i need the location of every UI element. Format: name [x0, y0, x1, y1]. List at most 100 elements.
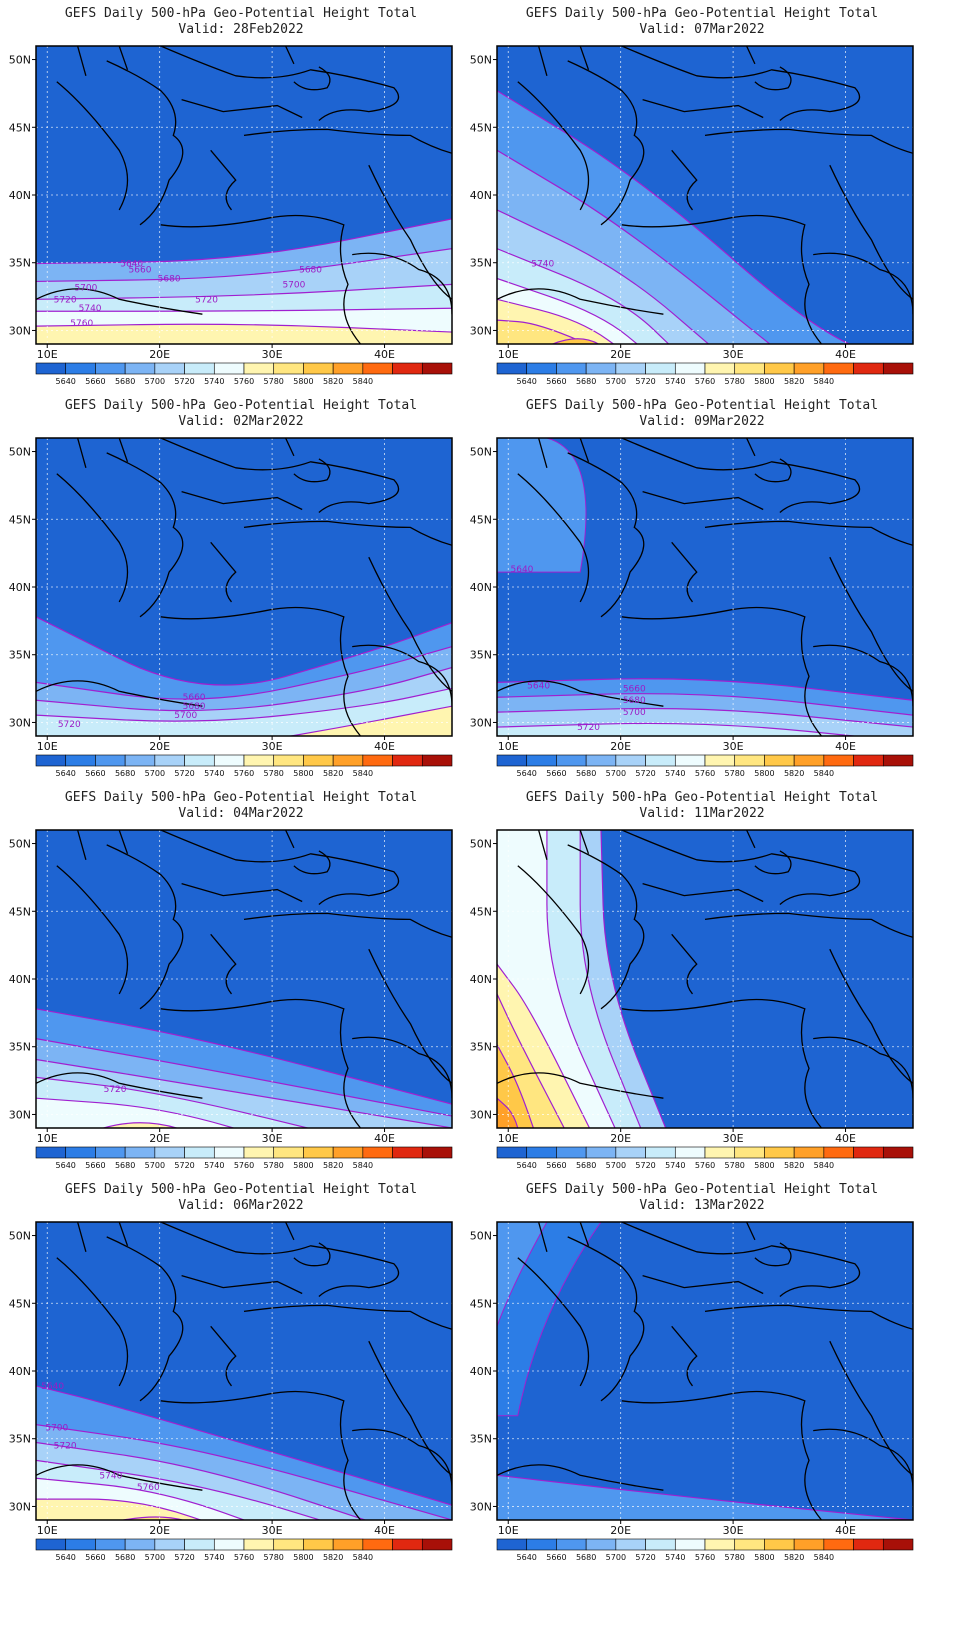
- colorbar-swatch: [154, 1538, 185, 1551]
- colorbar: 5640 5660 5680 5700 5720 5740 5760 5780 5800 5820…: [496, 362, 914, 386]
- colorbar-swatch: [496, 1538, 528, 1551]
- panel-valid-date: Valid: 11Mar2022: [639, 806, 765, 821]
- colorbar-label: 5840: [353, 1161, 373, 1170]
- coastline: [621, 1222, 861, 1297]
- panel-title: GEFS Daily 500-hPa Geo-Potential Height …: [64, 398, 418, 413]
- lon-tick-label: 10E: [498, 348, 519, 361]
- height-band: [497, 722, 860, 736]
- coastline: [621, 998, 822, 1128]
- colorbar-label: 5640: [517, 1553, 537, 1562]
- colorbar-label: 5680: [115, 769, 135, 778]
- lat-tick-label: 35N: [9, 257, 31, 270]
- lon-tick-label: 10E: [37, 1524, 58, 1537]
- colorbar-swatch: [184, 754, 215, 767]
- coastline: [160, 998, 361, 1128]
- lon-tick-label: 40E: [374, 1524, 395, 1537]
- colorbar-swatch: [674, 1146, 706, 1159]
- coastline: [642, 98, 764, 119]
- colorbar-label: 5640: [517, 769, 537, 778]
- coastline: [293, 66, 331, 91]
- colorbar-swatch: [556, 1538, 587, 1551]
- colorbar-swatch: [556, 754, 587, 767]
- lat-tick-label: 30N: [9, 716, 31, 729]
- colorbar-swatch: [645, 362, 676, 375]
- colorbar-label: 5700: [606, 1161, 626, 1170]
- contour-label: 5680: [623, 696, 646, 706]
- colorbar-swatch: [526, 754, 557, 767]
- colorbar-label: 5820: [323, 1553, 343, 1562]
- colorbar: 5640 5660 5680 5700 5720 5740 5760 5780 5800 5820…: [496, 1538, 914, 1562]
- colorbar-swatch: [95, 1146, 126, 1159]
- panel-valid-date: Valid: 02Mar2022: [178, 414, 304, 429]
- coastline: [497, 680, 664, 707]
- colorbar-label: 5780: [264, 1161, 284, 1170]
- lat-tick-label: 50N: [470, 54, 492, 67]
- colorbar-swatch: [154, 754, 185, 767]
- lat-tick-label: 35N: [9, 1433, 31, 1446]
- coastline: [181, 98, 303, 119]
- colorbar-label: 5820: [784, 769, 804, 778]
- lat-tick-label: 50N: [9, 1230, 31, 1243]
- colorbar-swatch: [243, 754, 275, 767]
- coastline: [210, 541, 237, 603]
- coastline: [181, 490, 303, 511]
- contour-label: 5680: [183, 702, 206, 712]
- lat-tick-label: 45N: [470, 121, 492, 134]
- coastline: [106, 60, 184, 226]
- colorbar-swatch: [823, 1146, 854, 1159]
- lon-tick-label: 20E: [149, 1524, 170, 1537]
- colorbar-label: 5800: [754, 1161, 774, 1170]
- colorbar-swatch: [95, 1538, 126, 1551]
- colorbar-swatch: [362, 1146, 393, 1159]
- coastline: [293, 1242, 331, 1267]
- map-panel: GEFS Daily 500-hPa Geo-Potential Height …: [0, 392, 482, 802]
- contour-label: 5700: [174, 711, 197, 721]
- colorbar-label: 5640: [517, 377, 537, 386]
- contour-label: 5720: [54, 1441, 77, 1451]
- coastline: [210, 933, 237, 995]
- contour-label: 5640: [41, 1382, 64, 1392]
- colorbar-swatch: [734, 1538, 765, 1551]
- colorbar-label: 5660: [85, 1161, 105, 1170]
- coastline: [368, 1340, 452, 1476]
- lon-tick-label: 40E: [374, 1132, 395, 1145]
- colorbar-swatch: [184, 1538, 215, 1551]
- lon-tick-label: 30E: [262, 740, 283, 753]
- colorbar-label: 5800: [293, 1553, 313, 1562]
- colorbar-swatch: [65, 1146, 96, 1159]
- colorbar-swatch: [124, 1146, 156, 1159]
- colorbar-swatch: [674, 362, 706, 375]
- coastline: [160, 830, 400, 905]
- map-panel: GEFS Daily 500-hPa Geo-Potential Height …: [461, 784, 943, 1194]
- lon-tick-label: 40E: [835, 348, 856, 361]
- height-band: [287, 705, 452, 736]
- colorbar-label: 5820: [784, 1161, 804, 1170]
- colorbar-swatch: [645, 1146, 676, 1159]
- colorbar-swatch: [273, 754, 304, 767]
- colorbar-label: 5820: [784, 377, 804, 386]
- contour-label: 5760: [70, 319, 93, 329]
- colorbar-label: 5840: [353, 1553, 373, 1562]
- colorbar-swatch: [585, 362, 617, 375]
- coastline: [36, 288, 203, 315]
- coastline: [829, 164, 913, 300]
- contour-label: 5720: [195, 295, 218, 305]
- lat-tick-label: 45N: [470, 513, 492, 526]
- height-band: [497, 1222, 602, 1417]
- colorbar-label: 5720: [174, 1161, 194, 1170]
- colorbar-label: 5760: [234, 769, 254, 778]
- colorbar-swatch: [526, 1538, 557, 1551]
- lat-tick-label: 40N: [470, 1365, 492, 1378]
- lon-tick-label: 30E: [262, 348, 283, 361]
- colorbar-label: 5660: [546, 1161, 566, 1170]
- coastline: [621, 438, 861, 513]
- coastline: [56, 473, 129, 603]
- lat-tick-label: 35N: [470, 257, 492, 270]
- coastline: [754, 66, 792, 91]
- colorbar-swatch: [332, 754, 364, 767]
- colorbar-label: 5700: [145, 377, 165, 386]
- lon-tick-label: 20E: [149, 348, 170, 361]
- coastline: [567, 452, 645, 618]
- lon-tick-label: 40E: [374, 740, 395, 753]
